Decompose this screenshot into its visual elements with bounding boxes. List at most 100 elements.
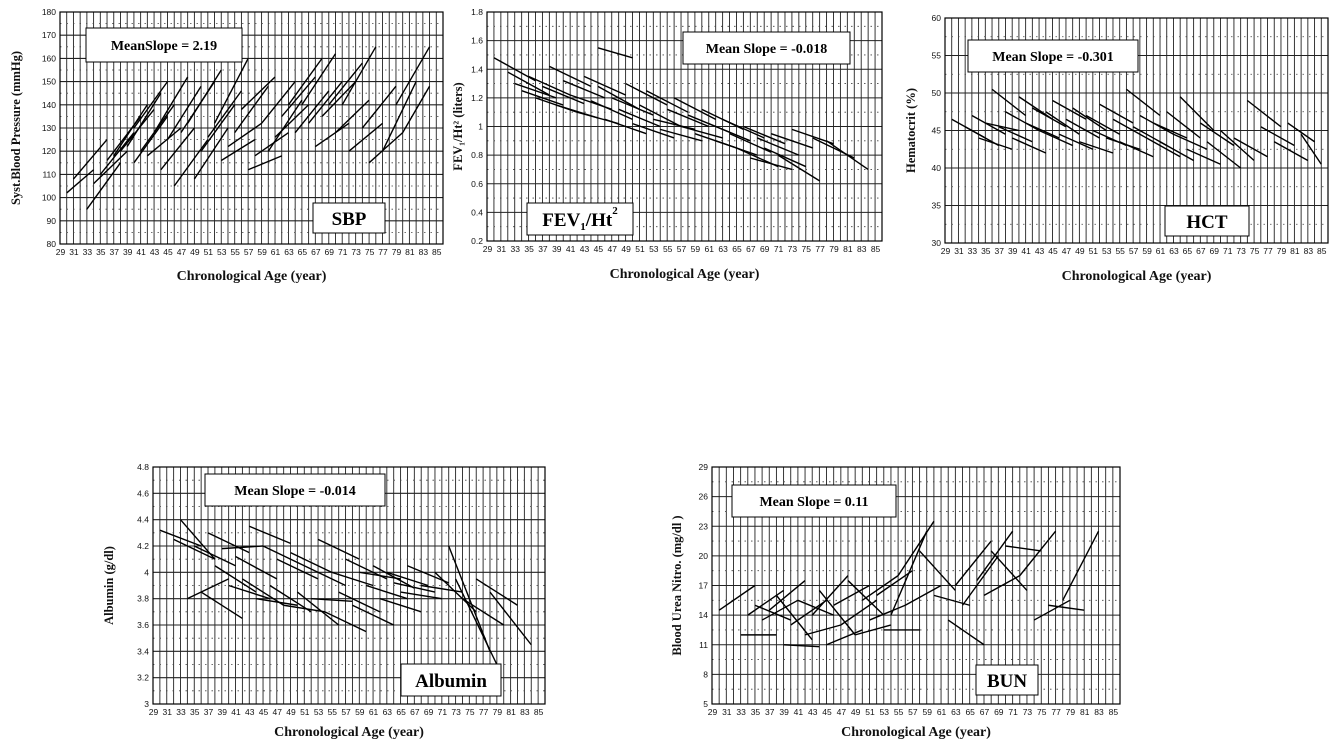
data-segment (1025, 122, 1060, 139)
y-tick-label: 50 (932, 88, 942, 98)
x-tick-label: 77 (479, 707, 489, 717)
data-segment (193, 545, 236, 567)
data-segment (708, 122, 751, 142)
x-tick-label: 63 (951, 707, 961, 717)
data-segment (287, 57, 323, 106)
x-tick-label: 71 (1008, 707, 1018, 717)
albumin-chart-svg: 33.23.43.63.844.24.44.64.829 31 33 35 37 39 41… (102, 462, 546, 740)
slope-annotation-box (967, 39, 1139, 73)
x-tick-label: 47 (273, 707, 283, 717)
y-tick-label: 26 (699, 492, 709, 502)
data-segment (897, 520, 935, 577)
fev-chart: 0.2 0.4 0.6 0.8 1 1.2 1.4 1.6 1.8 29 31 33 35 37 39 41 4… (450, 0, 895, 295)
x-tick-label: 85 (534, 707, 544, 717)
x-tick-label: 75 (1250, 246, 1260, 256)
data-segment (998, 126, 1033, 143)
slope-annotation: Mean Slope = 0.11 (759, 495, 868, 510)
y-tick-label: 160 (42, 53, 56, 63)
data-segment (666, 108, 710, 128)
y-tick-label: 55 (932, 51, 942, 61)
x-tick-label: 49 (851, 707, 861, 717)
data-segment (93, 150, 128, 185)
x-tick-label: 43 (150, 247, 160, 257)
y-axis-label: Hematocrit (%) (904, 88, 918, 173)
x-tick-label: 45 (1048, 246, 1058, 256)
x-tick-label: 69 (424, 707, 434, 717)
data-segment (1045, 111, 1080, 135)
data-segment (890, 530, 928, 616)
x-tick-label: 53 (880, 707, 890, 717)
data-segment (400, 591, 442, 600)
x-tick-label: 73 (451, 707, 461, 717)
data-segment (869, 604, 906, 621)
x-tick-label: 59 (691, 244, 701, 254)
x-tick-label: 49 (621, 244, 631, 254)
x-tick-label: 29 (483, 244, 493, 254)
data-segment (352, 604, 395, 626)
x-tick-label: 47 (177, 247, 187, 257)
data-segment (317, 538, 360, 560)
x-tick-label: 73 (788, 244, 798, 254)
y-tick-label: 0.2 (471, 236, 483, 246)
data-segment (296, 591, 340, 626)
x-tick-label: 55 (894, 707, 904, 717)
data-segment (221, 545, 264, 550)
x-tick-label: 31 (722, 707, 732, 717)
data-segment (1079, 141, 1114, 154)
y-axis-label: FEV₁/Ht² (liters) (451, 82, 465, 170)
y-tick-label: 4.6 (137, 488, 149, 498)
x-axis-label: Chronological Age (year) (177, 269, 327, 284)
x-tick-label: 45 (822, 707, 832, 717)
data-segment (729, 133, 772, 153)
x-tick-label: 65 (396, 707, 406, 717)
y-tick-label: 35 (932, 201, 942, 211)
x-tick-label: 51 (1089, 246, 1099, 256)
data-segment (991, 88, 1027, 117)
x-tick-label: 33 (968, 246, 978, 256)
y-tick-label: 0.6 (471, 179, 483, 189)
data-segment (72, 139, 108, 180)
data-segment (611, 97, 654, 116)
x-tick-label: 59 (355, 707, 365, 717)
y-tick-label: 130 (42, 123, 56, 133)
x-tick-label: 43 (808, 707, 818, 717)
x-tick-label: 79 (493, 707, 503, 717)
data-segment (1033, 599, 1071, 621)
data-segment (722, 118, 765, 139)
y-tick-label: 20 (699, 551, 709, 561)
x-tick-label: 79 (1066, 707, 1076, 717)
x-tick-label: 67 (1196, 246, 1206, 256)
data-segment (985, 122, 1020, 132)
data-segment (1287, 122, 1315, 143)
y-axis-label: Syst.Blood Pressure (mmHg) (9, 51, 23, 205)
x-tick-label: 61 (271, 247, 281, 257)
data-segment (240, 76, 276, 110)
x-tick-label: 55 (230, 247, 240, 257)
y-tick-label: 110 (42, 169, 56, 179)
data-segment (790, 599, 827, 626)
data-segment (1179, 96, 1215, 131)
data-segment (86, 162, 122, 210)
x-tick-label: 31 (69, 247, 79, 257)
data-segment (1112, 118, 1147, 139)
data-segment (983, 575, 1021, 596)
y-tick-label: 1.4 (471, 64, 483, 74)
x-tick-label: 45 (259, 707, 269, 717)
albumin-chart: 3 3.2 3.4 3.6 3.8 4 4.2 4.4 4.6 4.8 29 31 33 35 37 39 41… (95, 450, 565, 742)
data-segment (1260, 126, 1295, 147)
data-segment (393, 582, 436, 593)
x-tick-label: 81 (506, 707, 516, 717)
slope-annotation-box (682, 31, 851, 65)
data-segment (549, 65, 592, 88)
x-tick-label: 37 (110, 247, 120, 257)
x-tick-label: 81 (1290, 246, 1300, 256)
x-tick-label: 33 (83, 247, 93, 257)
data-segment (99, 132, 135, 175)
data-segment (341, 46, 377, 106)
y-tick-label: 60 (932, 13, 942, 23)
badge-part: 1 (580, 221, 586, 233)
data-segment (660, 128, 703, 142)
data-segment (283, 604, 326, 613)
x-tick-label: 35 (524, 244, 534, 254)
data-segment (961, 555, 999, 606)
